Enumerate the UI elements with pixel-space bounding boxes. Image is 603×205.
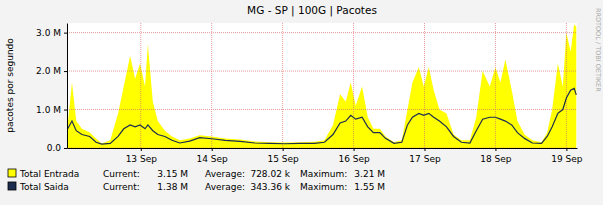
- tick-label: 18 Sep: [480, 154, 512, 164]
- tick-mark: [64, 71, 67, 72]
- x-axis: 13 Sep 14 Sep 15 Sep 16 Sep 17 Sep 18 Sep 19 S…: [68, 148, 583, 164]
- grid-line: [140, 23, 141, 148]
- tick-label: 16 Sep: [338, 154, 370, 164]
- tick-mark: [141, 148, 142, 151]
- legend-stat-name: Maximum:: [300, 182, 347, 192]
- legend-label: Total Entrada: [19, 169, 79, 179]
- grid-line: [566, 23, 567, 148]
- tick-label: 19 Sep: [551, 154, 583, 164]
- grid-line: [424, 23, 425, 148]
- tick-label: 15 Sep: [267, 154, 299, 164]
- tick-label: 14 Sep: [197, 154, 229, 164]
- tick-mark: [64, 110, 67, 111]
- title: MG - SP | 100G | Pacotes: [247, 4, 377, 17]
- tick-mark: [495, 148, 496, 151]
- axis-line: [67, 24, 68, 149]
- grid-line: [67, 148, 577, 149]
- tick-label: 13 Sep: [126, 154, 158, 164]
- legend-stat-name: Current:: [103, 182, 140, 192]
- tick-mark: [64, 148, 67, 149]
- tick: 2.0 M: [36, 66, 67, 76]
- y-axis-title: pacotes por segundo: [5, 38, 15, 133]
- legend-stat-value: 343.36 k: [250, 182, 290, 192]
- tick: 17 Sep: [409, 148, 441, 164]
- marks: [68, 88, 577, 144]
- grid-line: [495, 23, 496, 148]
- plot-area: [67, 23, 577, 148]
- tick-label: 0.0: [47, 143, 62, 153]
- tick-label: 2.0 M: [36, 66, 61, 76]
- tick-mark: [64, 33, 67, 34]
- legend-stat-value: 1.55 M: [354, 182, 385, 192]
- legend-label: Total Saida: [19, 182, 69, 192]
- legend-stat-name: Average:: [205, 182, 245, 192]
- legend-stat-value: 3.15 M: [157, 169, 188, 179]
- grid-line: [353, 23, 354, 148]
- legend-stat-value: 1.38 M: [157, 182, 188, 192]
- tick: 16 Sep: [338, 148, 370, 164]
- grid-line: [67, 32, 577, 33]
- tick-label: 1.0 M: [36, 105, 61, 115]
- tick: 18 Sep: [480, 148, 512, 164]
- grid-line: [282, 23, 283, 148]
- legend: Total Entrada Current: 3.15 M Average: 728.0…: [8, 169, 385, 192]
- legend-stat-name: Current:: [103, 169, 140, 179]
- chart: 13 Sep 14 Sep 15 Sep 16 Sep 17 Sep 18 Sep 19 S…: [0, 0, 603, 205]
- tick: 13 Sep: [126, 148, 158, 164]
- legend-stat-name: Average:: [205, 169, 245, 179]
- tick-label: 3.0 M: [36, 28, 61, 38]
- legend-swatch: [8, 169, 16, 177]
- line: [68, 88, 577, 144]
- annotation: RRDTOOL / TOBI OETIKER: [594, 8, 602, 92]
- area: [68, 25, 577, 148]
- tick-label: 17 Sep: [409, 154, 441, 164]
- legend-swatch: [8, 182, 16, 190]
- grid-line: [67, 109, 577, 110]
- tick: 19 Sep: [551, 148, 583, 164]
- tick: 14 Sep: [197, 148, 229, 164]
- legend-stat-value: 3.21 M: [354, 169, 385, 179]
- axis-line: [68, 148, 578, 149]
- tick: 1.0 M: [36, 105, 67, 115]
- tick-mark: [354, 148, 355, 151]
- tick-mark: [424, 148, 425, 151]
- grid: [67, 23, 577, 148]
- grid-line: [67, 71, 577, 72]
- tick-mark: [212, 148, 213, 151]
- background: [0, 0, 603, 205]
- tick-mark: [283, 148, 284, 151]
- tick: 15 Sep: [267, 148, 299, 164]
- legend-stat-value: 728.02 k: [250, 169, 290, 179]
- marks: [68, 25, 577, 148]
- tick-mark: [566, 148, 567, 151]
- tick: 0.0: [47, 143, 67, 153]
- y-axis: 0.0 1.0 M 2.0 M 3.0 M: [36, 24, 67, 154]
- grid-line: [211, 23, 212, 148]
- tick: 3.0 M: [36, 28, 67, 38]
- legend-stat-name: Maximum:: [300, 169, 347, 179]
